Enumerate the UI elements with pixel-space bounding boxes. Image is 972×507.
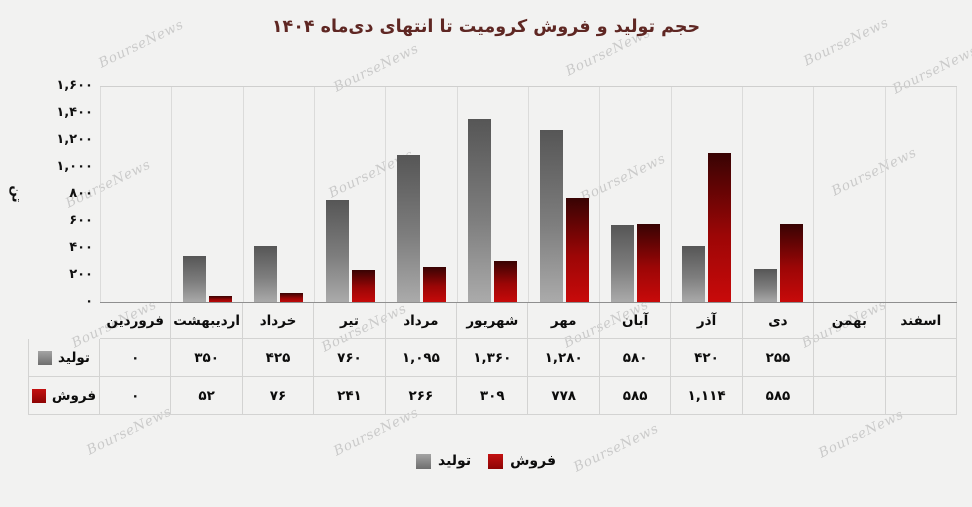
sales-value-cell: [814, 377, 886, 415]
data-table: فروردین اردیبهشت خرداد تیر مرداد شهریور مهر آبا…: [28, 303, 957, 415]
production-bar: [610, 225, 634, 303]
month-column: [743, 87, 815, 303]
month-label: آذر: [671, 303, 743, 339]
y-tick-label: ۱,۴۰۰: [56, 105, 93, 120]
production-value-cell: ۷۶۰: [314, 339, 386, 377]
production-value-cell: ۱,۰۹۵: [385, 339, 458, 377]
sales-value-cell: ۳۰۹: [457, 377, 529, 415]
production-bar: [753, 269, 777, 303]
sales-value-cell: ۲۴۱: [314, 377, 386, 415]
month-label: خرداد: [242, 303, 315, 339]
sales-bar: [565, 198, 589, 303]
production-bar: [539, 130, 563, 303]
production-bar: [182, 256, 206, 303]
sales-value-cell: [885, 377, 957, 415]
sales-legend-key-icon: [31, 388, 46, 403]
sales-value-cell: ۰: [100, 377, 172, 415]
month-column: [529, 87, 601, 303]
legend-label: فروش: [510, 453, 556, 469]
production-value-cell: ۲۵۵: [742, 339, 815, 377]
production-value-cell: ۵۸۰: [599, 339, 672, 377]
y-tick-label: ۱,۶۰۰: [56, 78, 93, 93]
sales-value-cell: ۵۸۵: [599, 377, 672, 415]
y-tick-label: ۱,۲۰۰: [56, 132, 93, 147]
sales-bar: [351, 270, 375, 303]
month-label: مرداد: [385, 303, 458, 339]
month-column: [315, 87, 387, 303]
chart-title: حجم تولید و فروش کرومیت تا انتهای دی‌ماه…: [271, 17, 701, 37]
production-value-cell: ۱,۳۶۰: [457, 339, 529, 377]
y-tick-label: ۸۰۰: [69, 186, 93, 201]
table-row-header: فروش: [28, 377, 100, 415]
sales-bar: [208, 296, 232, 303]
month-column: [386, 87, 458, 303]
sales-bar: [280, 293, 304, 303]
series-name: فروش: [51, 387, 97, 404]
production-bar: [396, 155, 420, 303]
sales-value-cell: ۲۶۶: [385, 377, 458, 415]
y-tick-label: ۴۰۰: [69, 240, 93, 255]
month-label: تیر: [314, 303, 386, 339]
month-label: بهمن: [814, 303, 886, 339]
month-column: [672, 87, 743, 303]
production-bar: [325, 200, 349, 303]
month-column: [886, 87, 957, 303]
legend-entry: فروش: [488, 453, 556, 469]
production-bar: [682, 246, 706, 303]
table-row-header: تولید: [28, 339, 100, 377]
production-value-cell: ۳۵۰: [171, 339, 243, 377]
month-label: اردیبهشت: [171, 303, 243, 339]
production-value-cell: [885, 339, 957, 377]
sales-bar: [708, 153, 732, 303]
production-legend-key-icon: [38, 350, 53, 365]
production-value-cell: ۴۲۰: [671, 339, 743, 377]
y-tick-label: ۱,۰۰۰: [56, 159, 93, 174]
sales-swatch-icon: [488, 453, 504, 469]
production-bar: [468, 119, 492, 303]
series-name: تولید: [58, 349, 90, 366]
sales-bar: [636, 224, 660, 303]
production-value-cell: ۱,۲۸۰: [528, 339, 600, 377]
sales-value-cell: ۵۸۵: [742, 377, 815, 415]
y-tick-label: ۰: [85, 294, 93, 309]
legend-label: تولید: [438, 453, 472, 469]
month-column: [100, 87, 173, 303]
legend-entry: تولید: [416, 453, 471, 469]
month-label: دی: [742, 303, 815, 339]
month-column: [458, 87, 529, 303]
y-tick-label: ۲۰۰: [69, 267, 93, 282]
sales-value-cell: ۷۷۸: [528, 377, 600, 415]
sales-bar: [422, 267, 446, 303]
chart-legend: تولید فروش: [0, 453, 972, 469]
x-axis-line: [100, 302, 957, 303]
sales-bar: [494, 261, 518, 303]
sales-value-cell: ۱,۱۱۴: [671, 377, 743, 415]
month-label: مهر: [528, 303, 600, 339]
sales-value-cell: ۷۶: [242, 377, 315, 415]
production-swatch-icon: [416, 453, 431, 469]
y-tick-label: ۶۰۰: [69, 213, 93, 228]
plot-area: [100, 86, 957, 303]
production-value-cell: [814, 339, 886, 377]
month-column: [814, 87, 886, 303]
month-column: [600, 87, 672, 303]
month-column: [244, 87, 315, 303]
production-value-cell: ۴۲۵: [242, 339, 315, 377]
month-column: [172, 87, 244, 303]
month-label: آبان: [599, 303, 672, 339]
y-axis-title: تن: [8, 185, 25, 203]
month-label: فروردین: [100, 303, 172, 339]
production-value-cell: ۰: [100, 339, 172, 377]
sales-bar: [779, 224, 803, 303]
month-label: اسفند: [885, 303, 957, 339]
month-label: شهریور: [457, 303, 529, 339]
sales-value-cell: ۵۲: [171, 377, 243, 415]
production-bar: [254, 246, 278, 303]
